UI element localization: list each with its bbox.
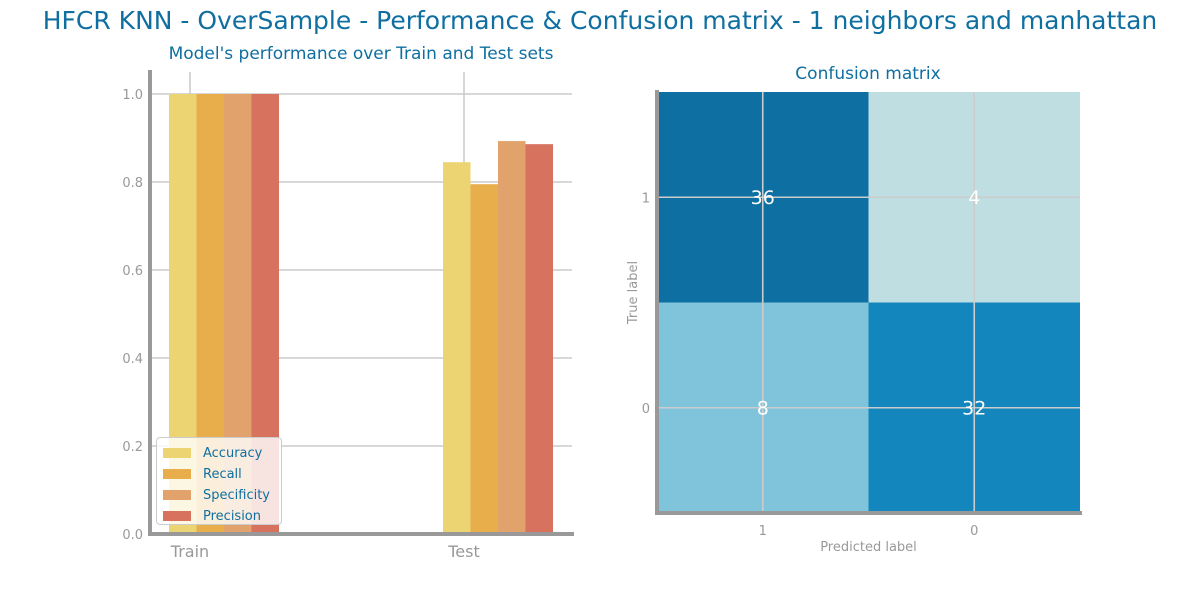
legend-swatch-accuracy <box>163 448 191 458</box>
y-tick-label: 0 <box>642 402 650 417</box>
y-tick-label: 0.2 <box>122 440 143 455</box>
legend-item-precision: Precision <box>163 506 275 526</box>
legend-item-accuracy: Accuracy <box>163 443 275 463</box>
legend-item-recall: Recall <box>163 464 275 484</box>
confusion-matrix-title: Confusion matrix <box>795 64 941 84</box>
legend-label-specificity: Specificity <box>203 487 270 503</box>
bar-chart-legend: Accuracy Recall Specificity Precision <box>156 437 282 525</box>
x-axis-label: Predicted label <box>820 540 917 555</box>
x-tick-label: Train <box>170 542 209 561</box>
y-tick-label: 1.0 <box>122 88 143 103</box>
legend-label-precision: Precision <box>203 508 262 524</box>
y-tick-label: 0.6 <box>122 264 143 279</box>
x-tick-label: 0 <box>970 524 978 539</box>
bar-precision-test <box>525 144 553 534</box>
legend-swatch-precision <box>163 511 191 521</box>
bar-recall-test <box>470 184 498 534</box>
y-axis-label: True label <box>626 261 641 325</box>
legend-label-recall: Recall <box>203 466 242 482</box>
legend-swatch-specificity <box>163 490 191 500</box>
matrix-value-1-1: 32 <box>962 397 986 419</box>
matrix-value-0-1: 4 <box>968 187 980 209</box>
x-tick-label: 1 <box>759 524 767 539</box>
matrix-value-0-0: 36 <box>751 187 775 209</box>
bar-specificity-test <box>498 141 526 534</box>
y-tick-label: 0.4 <box>122 352 143 367</box>
legend-label-accuracy: Accuracy <box>203 445 263 461</box>
matrix-value-1-0: 8 <box>757 397 769 419</box>
bar-accuracy-test <box>443 162 471 534</box>
y-tick-label: 1 <box>642 191 650 206</box>
bar-chart-title: Model's performance over Train and Test … <box>168 44 554 64</box>
legend-item-specificity: Specificity <box>163 485 275 505</box>
figure-title: HFCR KNN - OverSample - Performance & Co… <box>42 6 1158 35</box>
y-tick-label: 0.8 <box>122 176 143 191</box>
x-tick-label: Test <box>447 542 480 561</box>
legend-swatch-recall <box>163 469 191 479</box>
y-tick-label: 0.0 <box>122 528 143 543</box>
